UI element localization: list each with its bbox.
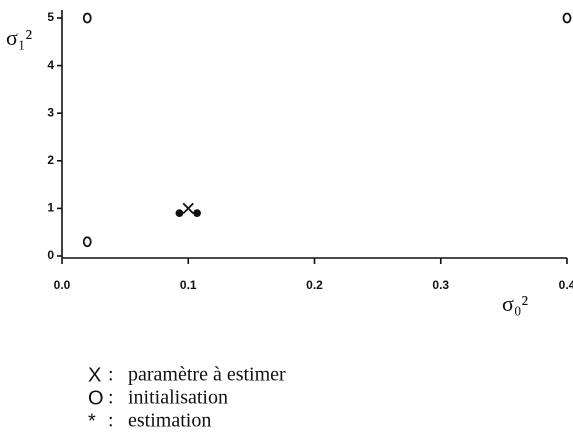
x-axis-label: σ₀² bbox=[502, 291, 529, 316]
legend-symbol: * bbox=[88, 410, 96, 432]
x-tick-label: 0.3 bbox=[432, 278, 449, 292]
point bbox=[193, 209, 201, 218]
y-tick-label: 2 bbox=[47, 153, 54, 167]
y-tick-label: 5 bbox=[47, 10, 54, 24]
x-tick-label: 0.1 bbox=[180, 278, 197, 292]
legend-colon: : bbox=[108, 364, 114, 386]
x-tick-label: 0.4 bbox=[559, 278, 573, 292]
point bbox=[182, 202, 194, 215]
legend-symbol: X bbox=[88, 364, 101, 386]
point bbox=[562, 12, 572, 24]
legend-colon: : bbox=[108, 410, 114, 432]
legend-label: initialisation bbox=[128, 387, 228, 409]
legend-colon: : bbox=[108, 387, 114, 409]
point bbox=[82, 236, 92, 248]
y-tick-label: 1 bbox=[47, 201, 54, 215]
legend-symbol: O bbox=[88, 387, 104, 409]
y-axis-label: σ₁² bbox=[6, 25, 33, 50]
legend-label: estimation bbox=[128, 410, 211, 432]
point bbox=[82, 12, 92, 24]
y-tick-label: 3 bbox=[47, 105, 54, 119]
legend-label: paramètre à estimer bbox=[128, 364, 286, 386]
x-tick-label: 0.2 bbox=[306, 278, 323, 292]
point bbox=[175, 209, 184, 218]
y-tick-label: 0 bbox=[47, 248, 54, 262]
x-tick-label: 0.0 bbox=[54, 278, 71, 292]
y-tick-label: 4 bbox=[47, 58, 54, 72]
